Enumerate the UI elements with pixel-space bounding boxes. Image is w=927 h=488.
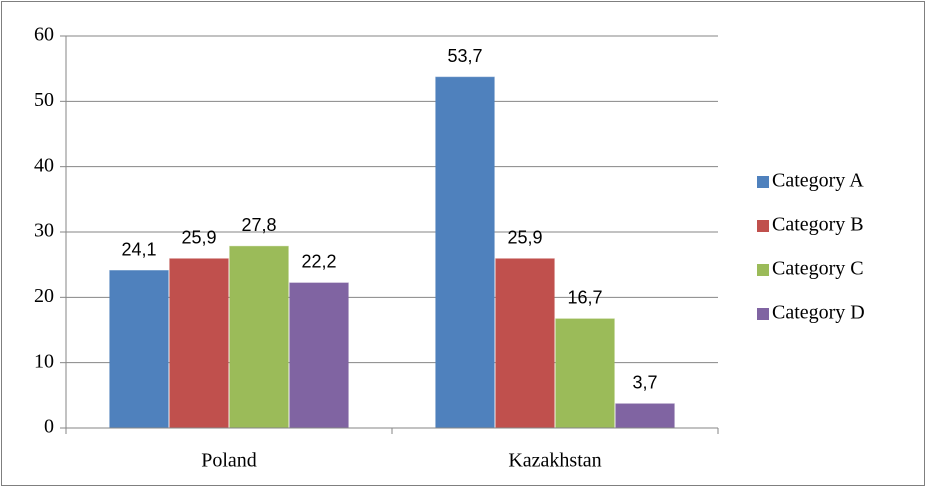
data-label: 27,8 <box>241 215 276 235</box>
data-label: 53,7 <box>447 46 482 66</box>
bar <box>495 258 555 429</box>
legend-label: Category C <box>772 258 864 280</box>
bar <box>615 403 675 429</box>
y-tick-label: 0 <box>44 416 54 438</box>
bar <box>169 258 229 429</box>
bar <box>289 282 349 429</box>
y-tick-label: 60 <box>34 24 54 46</box>
data-label: 25,9 <box>181 228 216 248</box>
legend-swatch <box>757 308 769 320</box>
data-label: 22,2 <box>301 252 336 272</box>
bar <box>229 245 289 429</box>
legend-label: Category D <box>772 302 865 324</box>
y-tick-label: 30 <box>34 220 54 242</box>
data-label: 25,9 <box>507 228 542 248</box>
bar <box>555 318 615 429</box>
legend-label: Category A <box>772 170 864 192</box>
y-tick-label: 10 <box>34 350 54 372</box>
data-label: 3,7 <box>632 373 657 393</box>
data-label: 16,7 <box>567 288 602 308</box>
legend-swatch <box>757 264 769 276</box>
x-tick-label: Poland <box>201 450 257 472</box>
y-tick-label: 20 <box>34 285 54 307</box>
legend-swatch <box>757 220 769 232</box>
y-tick-label: 50 <box>34 89 54 111</box>
legend-label: Category B <box>772 214 864 236</box>
bar <box>435 76 495 429</box>
bar <box>109 270 169 429</box>
x-tick-label: Kazakhstan <box>508 450 601 472</box>
data-label: 24,1 <box>121 239 156 259</box>
legend-swatch <box>757 176 769 188</box>
y-tick-label: 40 <box>34 154 54 176</box>
